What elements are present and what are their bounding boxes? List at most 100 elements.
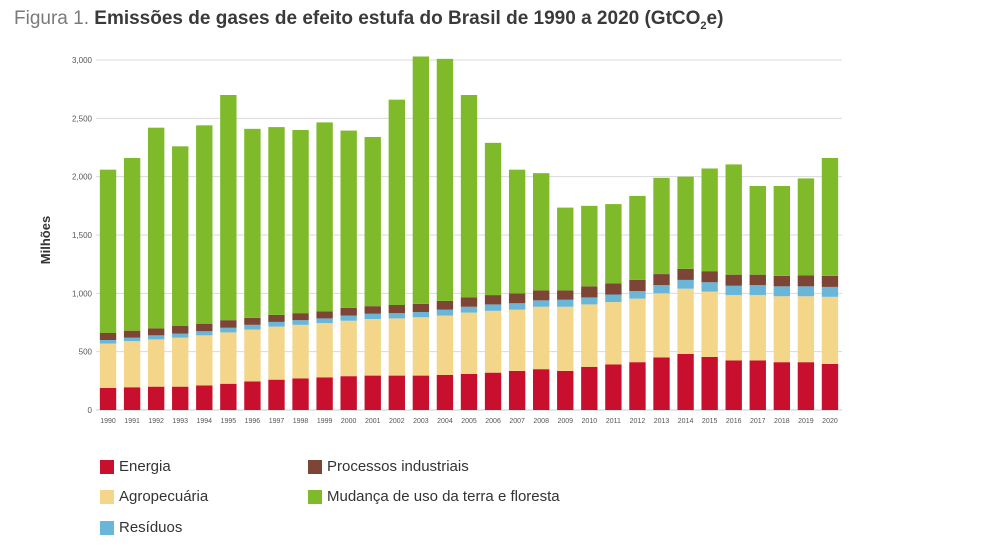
legend-label: Energia — [119, 458, 171, 475]
title-subscript: 2 — [700, 19, 707, 32]
bar-segment — [677, 354, 694, 410]
bar-segment — [653, 293, 670, 358]
bar-segment — [172, 146, 189, 326]
bar-segment — [821, 363, 839, 410]
bar-segment — [268, 379, 285, 410]
legend-label: Agropecuária — [119, 488, 209, 505]
bar-segment — [316, 122, 333, 312]
bar-segment — [172, 333, 189, 338]
legend-label: Processos industriais — [327, 458, 469, 475]
bar-segment — [292, 313, 309, 321]
bar-segment — [292, 130, 309, 314]
bar-segment — [364, 137, 381, 307]
bar-segment — [316, 323, 333, 378]
bar-segment — [773, 286, 791, 297]
bar-segment — [196, 125, 213, 324]
bar-segment — [677, 279, 694, 289]
bar-segment — [364, 306, 381, 314]
x-tick-label: 2004 — [437, 418, 453, 425]
legend-swatch — [308, 459, 322, 474]
x-tick-label: 2007 — [509, 418, 525, 425]
bar-segment — [557, 290, 574, 300]
bar-segment — [653, 285, 670, 294]
bar-segment — [340, 130, 357, 308]
legend-label: Mudança de uso da terra e floresta — [327, 488, 560, 505]
bar-segment — [605, 283, 622, 295]
x-tick-label: 1998 — [293, 418, 309, 425]
bar-segment — [196, 335, 213, 386]
x-tick-label: 2010 — [582, 418, 598, 425]
bar-segment — [533, 290, 550, 301]
bar-segment — [316, 311, 333, 319]
bar-segment — [268, 127, 285, 315]
x-tick-label: 1992 — [148, 418, 164, 425]
bar-segment — [268, 326, 285, 380]
bar-segment — [605, 364, 622, 410]
x-tick-label: 2001 — [365, 418, 381, 425]
x-tick-label: 2005 — [461, 418, 477, 425]
bar-segment — [797, 178, 815, 276]
bar-segment — [147, 339, 165, 387]
bar-segment — [653, 274, 670, 286]
x-tick-label: 2015 — [702, 418, 718, 425]
x-tick-label: 2008 — [533, 418, 549, 425]
x-tick-label: 1995 — [221, 418, 237, 425]
bar-segment — [677, 176, 694, 269]
x-tick-label: 2002 — [389, 418, 405, 425]
bar-segment — [484, 310, 502, 373]
bar-segment — [460, 297, 478, 307]
bar-segment — [147, 335, 165, 340]
x-tick-label: 1990 — [100, 418, 116, 425]
bar-segment — [364, 319, 381, 376]
bar-segment — [629, 298, 646, 363]
legend-item: Mudança de uso da terra e floresta — [308, 488, 560, 505]
x-tick-label: 1991 — [124, 418, 140, 425]
bar-segment — [484, 295, 502, 305]
bar-segment — [436, 300, 454, 310]
bar-segment — [629, 195, 646, 280]
bar-segment — [460, 95, 478, 298]
x-tick-label: 2011 — [606, 418, 621, 425]
bar-segment — [196, 331, 213, 336]
legend-item: Processos industriais — [308, 458, 469, 475]
bar-segment — [773, 296, 791, 363]
bar-segment — [436, 309, 454, 316]
y-tick-label: 500 — [79, 348, 93, 357]
bar-segment — [388, 305, 405, 314]
bar-segment — [821, 296, 839, 364]
bar-segment — [147, 127, 165, 329]
bar-segment — [268, 321, 285, 327]
bar-segment — [701, 168, 718, 272]
bar-segment — [797, 286, 815, 297]
bar-segment — [581, 286, 598, 298]
bar-segment — [220, 332, 237, 384]
y-tick-label: 2,000 — [72, 173, 93, 182]
bar-segment — [533, 173, 550, 291]
bar-segment — [581, 304, 598, 367]
bar-segment — [701, 271, 718, 283]
bar-segment — [701, 282, 718, 292]
bar-segment — [244, 128, 261, 318]
bar-segment — [508, 293, 526, 304]
bar-segment — [436, 58, 454, 301]
bar-segment — [773, 275, 791, 287]
legend-label: Resíduos — [119, 519, 183, 536]
bar-segment — [581, 297, 598, 305]
x-tick-label: 2020 — [822, 418, 838, 425]
bar-segment — [220, 383, 237, 410]
bar-segment — [172, 386, 189, 410]
bar-segment — [653, 177, 670, 275]
bar-segment — [99, 340, 117, 344]
x-tick-label: 2014 — [678, 418, 694, 425]
bar-segment — [653, 357, 670, 410]
bar-segment — [292, 320, 309, 325]
y-axis: 0 500 1,000 1,500 2,000 2,500 3,000 — [72, 56, 93, 415]
bars — [99, 56, 839, 410]
bar-segment — [629, 291, 646, 299]
bar-segment — [147, 386, 165, 410]
y-tick-label: 1,500 — [72, 231, 93, 240]
x-tick-label: 2000 — [341, 418, 357, 425]
bar-segment — [725, 360, 742, 410]
bar-segment — [292, 378, 309, 410]
x-tick-label: 1994 — [197, 418, 213, 425]
